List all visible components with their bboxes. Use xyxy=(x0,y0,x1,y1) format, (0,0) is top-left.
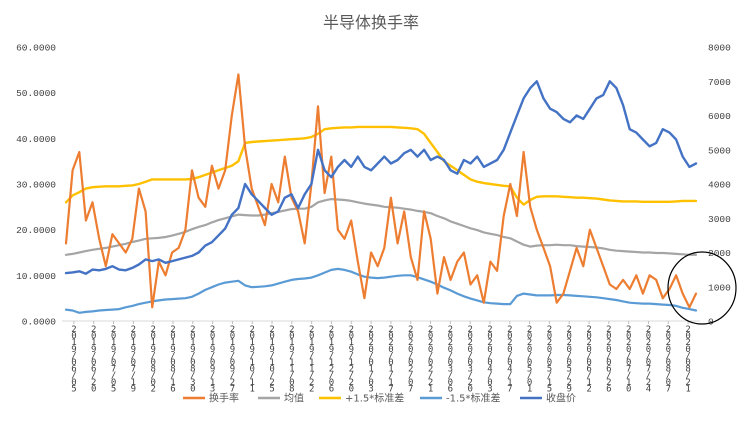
left-tick-label: 60.0000 xyxy=(16,43,56,54)
x-tick-label: 2 0 2 0/0 5/1 5 xyxy=(547,325,552,394)
right-axis: 8000 7000 6000 5000 4000 3000 2000 1000 0 xyxy=(708,43,731,328)
series-line xyxy=(64,73,698,309)
x-tick-label: 2 0 1 9/0 8/3 0 xyxy=(190,325,195,394)
x-tick-label: 2 0 2 0/0 2/2 1 xyxy=(428,325,433,394)
x-tick-label: 2 0 2 0/0 5/2 9 xyxy=(567,325,572,394)
x-tick-label: 2 0 1 9/0 9/2 7 xyxy=(230,325,235,394)
right-tick-label: 2000 xyxy=(708,248,731,259)
right-tick-label: 0 xyxy=(708,317,714,328)
x-tick-label: 2 0 2 0/0 6/2 6 xyxy=(606,325,611,394)
x-tick-label: 2 0 2 0/0 8/0 7 xyxy=(666,325,671,394)
x-tick-label: 2 0 1 9/1 0/2 5 xyxy=(269,325,274,394)
x-axis: 2 0 1 9/0 6/0 5 2 0 1 9/0 6/2 0 2 0 1 9/0 7/0 5 2 0 1 9/0 7/1 9… xyxy=(71,321,691,394)
x-tick-label: 2 0 2 0/0 8/2 1 xyxy=(685,325,690,394)
series-layer xyxy=(64,73,698,314)
legend-label: 均值 xyxy=(284,392,304,405)
x-tick-label: 2 0 1 9/1 1/2 2 xyxy=(309,325,314,394)
chart-title: 半导体换手率 xyxy=(323,13,419,32)
x-tick-label: 2 0 2 0/0 3/2 0 xyxy=(467,325,472,394)
left-tick-label: 40.0000 xyxy=(16,134,56,145)
x-tick-label: 2 0 1 9/0 6/2 0 xyxy=(91,325,96,394)
series-line xyxy=(64,125,698,206)
annotation-circle xyxy=(667,251,737,325)
x-tick-label: 2 0 2 0/0 4/1 7 xyxy=(507,325,512,394)
x-tick-label: 2 0 1 9/0 6/0 5 xyxy=(71,325,76,394)
legend-label: -1.5*标准差 xyxy=(446,392,501,405)
series-line xyxy=(64,198,698,256)
series-line xyxy=(64,267,698,314)
right-tick-label: 5000 xyxy=(708,145,731,156)
legend-label: +1.5*标准差 xyxy=(345,392,404,405)
left-axis: 60.0000 50.0000 40.0000 30.0000 20.0000 10.00… xyxy=(16,43,56,328)
right-tick-label: 4000 xyxy=(708,180,731,191)
left-tick-label: 10.0000 xyxy=(16,271,56,282)
x-tick-label: 2 0 1 9/1 2/2 0 xyxy=(349,325,354,394)
x-tick-label: 2 0 2 0/0 7/1 0 xyxy=(626,325,631,394)
x-tick-label: 2 0 1 9/0 8/0 2 xyxy=(150,325,155,394)
left-tick-label: 30.0000 xyxy=(16,180,56,191)
x-tick-label: 2 0 2 0/0 3/0 6 xyxy=(448,325,453,394)
legend-label: 换手率 xyxy=(209,392,239,405)
left-tick-label: 0.0000 xyxy=(22,317,57,328)
legend: 换手率 均值 +1.5*标准差 -1.5*标准差 收盘价 xyxy=(183,392,576,405)
x-tick-label: 2 0 1 9/0 8/1 6 xyxy=(170,325,175,394)
x-tick-label: 2 0 1 9/1 1/0 8 xyxy=(289,325,294,394)
x-tick-label: 2 0 1 9/0 9/1 3 xyxy=(210,325,215,394)
left-tick-label: 50.0000 xyxy=(16,88,56,99)
right-tick-label: 3000 xyxy=(708,214,731,225)
x-tick-label: 2 0 1 9/1 0/1 1 xyxy=(250,325,255,394)
x-tick-label: 2 0 2 0/0 1/1 7 xyxy=(388,325,393,394)
series-line xyxy=(64,80,698,275)
right-tick-label: 7000 xyxy=(708,77,731,88)
x-tick-label: 2 0 2 0/0 2/0 7 xyxy=(408,325,413,394)
right-tick-label: 1000 xyxy=(708,282,731,293)
right-tick-label: 6000 xyxy=(708,111,731,122)
x-tick-label: 2 0 2 0/0 5/0 1 xyxy=(527,325,532,394)
right-tick-label: 8000 xyxy=(708,43,731,54)
x-tick-label: 2 0 2 0/0 7/2 4 xyxy=(646,325,651,394)
x-tick-label: 2 0 1 9/1 2/0 6 xyxy=(329,325,334,394)
x-tick-label: 2 0 1 9/0 7/1 9 xyxy=(131,325,136,394)
x-tick-label: 2 0 2 0/0 1/0 3 xyxy=(368,325,373,394)
legend-label: 收盘价 xyxy=(546,392,576,405)
x-tick-label: 2 0 2 0/0 4/0 3 xyxy=(487,325,492,394)
x-tick-label: 2 0 1 9/0 7/0 5 xyxy=(111,325,116,394)
x-tick-label: 2 0 2 0/0 6/1 2 xyxy=(586,325,591,394)
left-tick-label: 20.0000 xyxy=(16,225,56,236)
